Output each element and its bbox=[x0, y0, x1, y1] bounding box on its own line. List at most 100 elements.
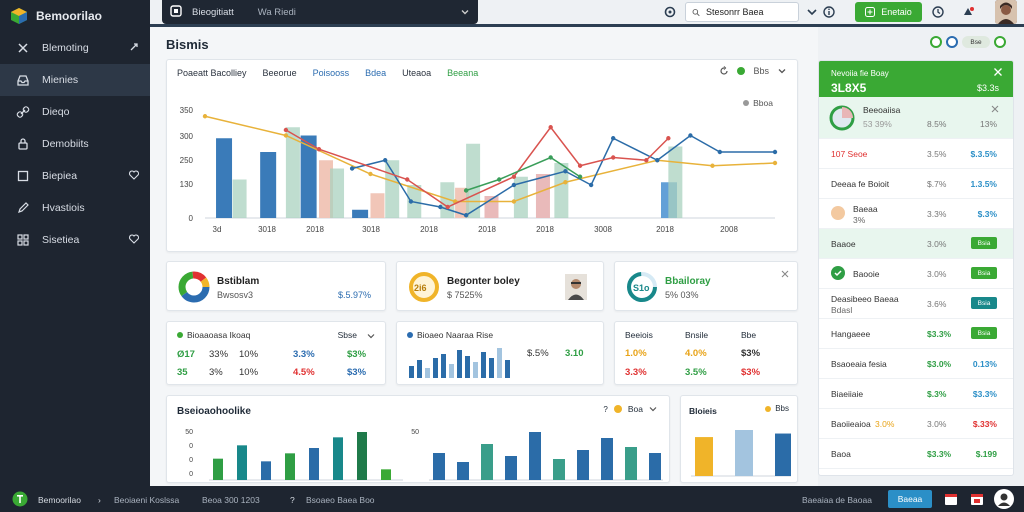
bar bbox=[237, 445, 247, 480]
footer-action-button[interactable]: Baeaa bbox=[888, 490, 932, 508]
status-pill[interactable]: Bse bbox=[962, 36, 990, 48]
chart-tab[interactable]: Poaeatt Bacolliey bbox=[177, 68, 247, 78]
metric-e: $3% bbox=[347, 367, 367, 378]
y-tick-label: 130 bbox=[180, 180, 194, 189]
sidebar-item-7[interactable]: Sisetiea bbox=[0, 224, 150, 256]
sidebar-item-1[interactable]: Blemoting bbox=[0, 32, 150, 64]
refresh-icon[interactable] bbox=[719, 66, 729, 76]
metric-b: 3% bbox=[209, 367, 223, 378]
row-name: Beeoaiisa bbox=[863, 105, 901, 115]
help-icon[interactable]: ? bbox=[603, 404, 608, 414]
chart-tab[interactable]: Beeorue bbox=[262, 68, 297, 78]
card-ctrl-label[interactable]: Bbs bbox=[775, 404, 789, 413]
row-pill[interactable]: Bsia bbox=[971, 327, 997, 339]
pin-icon[interactable] bbox=[128, 41, 140, 53]
chevron-down-icon[interactable] bbox=[367, 332, 375, 340]
row-value: 1.3.5% bbox=[970, 179, 997, 189]
legend-marker bbox=[743, 100, 750, 106]
sidebar-item-4[interactable]: Demobiits bbox=[0, 128, 150, 160]
sidebar-item-3[interactable]: Dieqo bbox=[0, 96, 150, 128]
row-pill[interactable]: Bsia bbox=[971, 297, 997, 309]
panel-row[interactable]: Baoa $3.3% $.199 bbox=[819, 439, 1013, 469]
kpi-card-3[interactable]: S1o Bbailoray 5% 03% bbox=[614, 261, 798, 311]
chart-bar bbox=[370, 193, 385, 218]
main-chart[interactable]: 0 130 250 300 350 3d 3018 2018 3018 2018 2018 2018 3… bbox=[175, 96, 791, 246]
chevron-down-icon[interactable] bbox=[460, 7, 470, 17]
x-tick-label: 2018 bbox=[478, 225, 496, 234]
panel-row[interactable]: Bsaoeaia fesia $3.0% 0.13% bbox=[819, 349, 1013, 379]
row-pill[interactable]: Bsia bbox=[971, 267, 997, 279]
footer-item[interactable]: Baeaiaa de Baoaa bbox=[802, 495, 872, 505]
chevron-down-icon[interactable] bbox=[777, 66, 787, 76]
panel-row[interactable]: Baoiieaioa 3.0% 3.0% $.33% bbox=[819, 409, 1013, 439]
chevron-down-icon[interactable] bbox=[649, 405, 657, 413]
close-icon[interactable] bbox=[993, 67, 1003, 77]
search-input[interactable] bbox=[706, 7, 792, 17]
row-name: Bsaoeaia fesia bbox=[831, 359, 887, 369]
notification-icon[interactable] bbox=[961, 5, 975, 19]
clock-icon[interactable] bbox=[931, 5, 945, 19]
user-avatar[interactable] bbox=[995, 0, 1017, 24]
panel-row[interactable]: Biaeiiaie $.3% $3.3% bbox=[819, 379, 1013, 409]
chart-tab[interactable]: Bdea bbox=[365, 68, 387, 78]
calendar-icon[interactable] bbox=[970, 492, 984, 508]
kpi-title: Bstiblam bbox=[217, 276, 260, 287]
panel-row[interactable]: Beeoaiisa 53 39% 8.5% 13% bbox=[819, 97, 1013, 139]
close-icon[interactable] bbox=[781, 270, 789, 278]
panel-row[interactable]: Baeaa 3% 3.3% $.3% bbox=[819, 199, 1013, 229]
panel-row[interactable]: Hangaeee $3.3% Bsia bbox=[819, 319, 1013, 349]
chart-series-line bbox=[465, 156, 581, 192]
kpi-subtitle: $ 7525% bbox=[447, 290, 483, 300]
chart-point bbox=[717, 149, 723, 155]
footer-item[interactable]: Beoa 300 1203 bbox=[202, 495, 260, 505]
bottom-bar-chart-left[interactable]: 50 0 0 0 bbox=[173, 426, 403, 482]
sidebar-item-2[interactable]: Mienies bbox=[0, 64, 150, 96]
user-avatar[interactable] bbox=[994, 489, 1014, 511]
close-icon[interactable] bbox=[991, 105, 999, 113]
metric-a: 35 bbox=[177, 367, 188, 378]
panel-row[interactable]: Deasibeeo Baeaa Bdasl 3.6% Bsia bbox=[819, 289, 1013, 319]
app-switcher[interactable]: Bieogitiatt Wa Riedi bbox=[162, 0, 478, 24]
row-value: 0.13% bbox=[972, 359, 997, 369]
chart-point bbox=[644, 158, 649, 163]
mini-bar bbox=[465, 356, 470, 378]
calendar-icon[interactable] bbox=[944, 492, 958, 508]
brand[interactable]: Bemoorilao bbox=[0, 0, 150, 32]
panel-row[interactable]: Baooie 3.0% Bsia bbox=[819, 259, 1013, 289]
sidebar-item-6[interactable]: Hvastiois bbox=[0, 192, 150, 224]
chevron-down-icon[interactable] bbox=[805, 5, 819, 19]
chart-tab[interactable]: Uteaoa bbox=[402, 68, 432, 78]
chevron-right-icon[interactable]: › bbox=[98, 495, 101, 505]
heart-icon[interactable] bbox=[128, 233, 140, 245]
refresh-icon[interactable] bbox=[663, 5, 677, 19]
bottom-bar-chart-right[interactable]: 50 bbox=[403, 426, 663, 482]
chart-tab[interactable]: Poisooss bbox=[312, 68, 350, 78]
bar bbox=[735, 430, 753, 476]
kpi-card-2[interactable]: 2i6 Begonter boley $ 7525% bbox=[396, 261, 604, 311]
panel-row[interactable]: Deeaa fe Boioit $.7% 1.3.5% bbox=[819, 169, 1013, 199]
chart-tab[interactable]: Beeana bbox=[447, 68, 479, 78]
chart-bar bbox=[232, 179, 247, 218]
heart-icon[interactable] bbox=[128, 169, 140, 181]
small-bar-chart[interactable] bbox=[689, 424, 791, 478]
card-ctrl-label[interactable]: Boa bbox=[627, 404, 643, 414]
help-icon[interactable]: ? bbox=[290, 495, 295, 505]
chart-ctrl-label[interactable]: Bbs bbox=[753, 66, 769, 76]
panel-row[interactable]: 107 Seoe 3.5% $.3.5% bbox=[819, 139, 1013, 169]
row-sub: 3% bbox=[853, 215, 866, 225]
footer-item[interactable]: Bsoaeo Baea Boo bbox=[306, 495, 375, 505]
y-tick-label: 0 bbox=[189, 471, 193, 478]
kpi-card-1[interactable]: Bstiblam Bwsosv3 $.5.97% bbox=[166, 261, 386, 311]
primary-action-button[interactable]: Enetaio bbox=[855, 2, 922, 22]
info-icon[interactable] bbox=[822, 5, 836, 19]
mini-bar-chart[interactable] bbox=[405, 342, 515, 380]
footer-item[interactable]: Beoiaeni Koslssa bbox=[114, 495, 180, 505]
grid-icon bbox=[16, 233, 30, 247]
row-mid: 3.0% bbox=[927, 239, 947, 249]
row-pill[interactable]: Bsia bbox=[971, 237, 997, 249]
check-circle-icon bbox=[831, 266, 845, 280]
search-box[interactable] bbox=[685, 2, 799, 22]
row-name: Biaeiiaie bbox=[831, 389, 864, 399]
sidebar-item-5[interactable]: Biepiea bbox=[0, 160, 150, 192]
panel-row[interactable]: Baaoe 3.0% Bsia bbox=[819, 229, 1013, 259]
